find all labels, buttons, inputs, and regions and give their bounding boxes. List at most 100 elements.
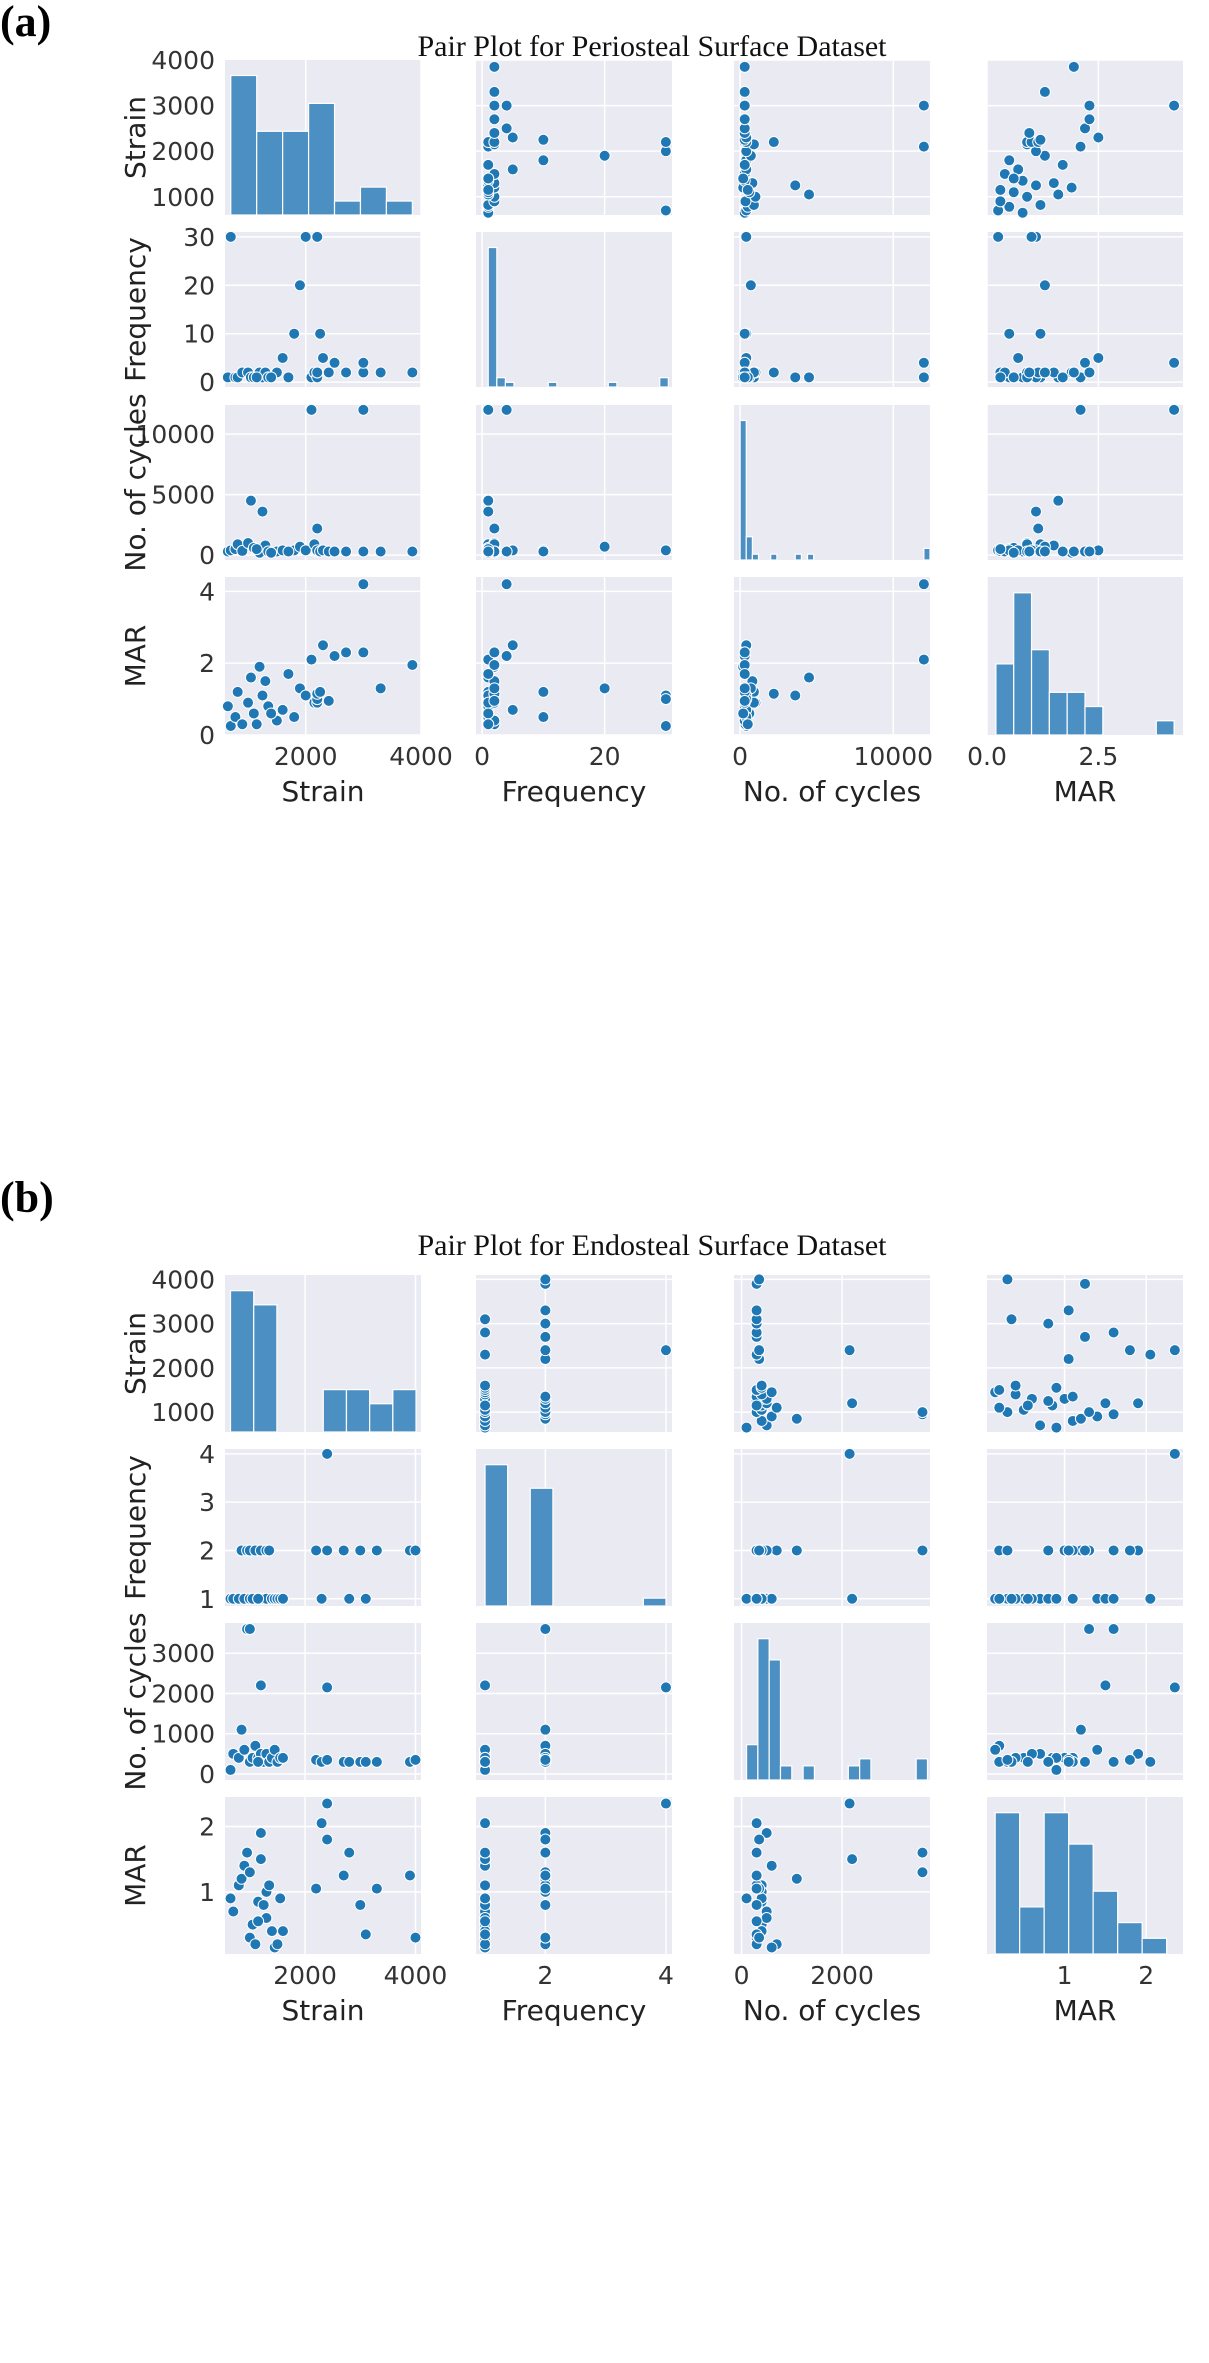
scatter-point xyxy=(488,658,501,671)
cell-mar-vs-frequency xyxy=(476,577,672,736)
cell-background xyxy=(225,405,421,560)
scatter-point xyxy=(271,1938,284,1951)
scatter-point xyxy=(321,1681,334,1694)
hist-bar-mar xyxy=(1141,1937,1168,1955)
scatter-point xyxy=(357,403,370,416)
cell-background xyxy=(476,232,672,387)
y-tick-label: 0 xyxy=(199,721,215,750)
scatter-point xyxy=(1050,1421,1063,1434)
hist-bar-no-of-cycles xyxy=(745,536,753,561)
cell-no-of-cycles-vs-no-of-cycles xyxy=(734,405,931,561)
scatter-point xyxy=(659,204,672,217)
scatter-point xyxy=(479,1892,492,1905)
cell-mar-vs-no-of-cycles xyxy=(734,577,930,736)
scatter-point xyxy=(409,1931,422,1944)
scatter-point xyxy=(500,650,513,662)
scatter-point xyxy=(340,646,353,659)
scatter-point xyxy=(916,1866,929,1879)
scatter-point xyxy=(299,230,312,243)
hist-bar-no-of-cycles xyxy=(768,1659,782,1781)
scatter-point xyxy=(989,1743,1002,1756)
scatter-point xyxy=(744,279,757,292)
scatter-point xyxy=(1074,1412,1087,1425)
scatter-point xyxy=(750,1846,763,1859)
scatter-point xyxy=(242,696,255,709)
scatter-point xyxy=(328,545,341,558)
scatter-point xyxy=(1038,545,1051,558)
scatter-point xyxy=(1007,371,1020,384)
scatter-point xyxy=(500,545,513,558)
scatter-point xyxy=(539,1317,552,1330)
scatter-point xyxy=(321,1797,334,1810)
y-tick-label: 1000 xyxy=(151,1720,215,1749)
scatter-point xyxy=(488,113,501,126)
scatter-point xyxy=(753,1833,766,1846)
scatter-point xyxy=(479,1846,492,1859)
scatter-point xyxy=(343,1592,356,1605)
scatter-point xyxy=(803,671,816,684)
scatter-point xyxy=(288,711,301,724)
hist-bar-no-of-cycles xyxy=(757,1638,770,1781)
scatter-point xyxy=(1083,1406,1096,1419)
scatter-point xyxy=(241,1846,254,1859)
scatter-point xyxy=(305,653,318,666)
cell-background xyxy=(734,232,930,387)
hist-bar-strain xyxy=(253,1304,278,1433)
cell-frequency-vs-mar xyxy=(986,230,1183,387)
hist-bar-no-of-cycles xyxy=(739,419,747,561)
scatter-point xyxy=(994,195,1007,208)
hist-bar-mar xyxy=(1155,720,1175,736)
scatter-point xyxy=(917,578,930,591)
scatter-point xyxy=(282,371,295,384)
scatter-point xyxy=(659,693,672,706)
scatter-point xyxy=(254,1853,267,1866)
y-tick-label: 0 xyxy=(199,1760,215,1789)
scatter-point xyxy=(750,1399,763,1412)
scatter-point xyxy=(282,545,295,558)
scatter-point xyxy=(340,366,353,379)
scatter-point xyxy=(359,1755,372,1768)
scatter-point xyxy=(1030,505,1042,518)
scatter-point xyxy=(317,639,329,652)
y-tick-label: 2000 xyxy=(151,137,215,166)
scatter-point xyxy=(276,1925,289,1938)
scatter-point xyxy=(482,707,495,720)
scatter-point xyxy=(539,1723,552,1736)
scatter-point xyxy=(250,371,263,384)
scatter-point xyxy=(1062,1544,1075,1557)
scatter-point xyxy=(539,1833,552,1846)
scatter-point xyxy=(276,351,289,364)
y-tick-label: 1000 xyxy=(151,183,215,212)
scatter-point xyxy=(370,1544,383,1557)
scatter-point xyxy=(738,99,751,112)
x-axis-label-frequency: Frequency xyxy=(502,1994,647,2027)
hist-bar-no-of-cycles xyxy=(915,1758,929,1781)
cell-no-of-cycles-vs-frequency xyxy=(476,403,672,560)
x-tick-label: 1 xyxy=(1057,1961,1073,1990)
hist-bar-strain xyxy=(230,74,258,216)
cell-background xyxy=(734,577,930,735)
hist-bar-mar xyxy=(1048,691,1068,736)
scatter-point xyxy=(765,1410,778,1423)
hist-bar-no-of-cycles xyxy=(859,1758,872,1781)
scatter-point xyxy=(770,1544,783,1557)
hist-bar-mar xyxy=(995,663,1015,736)
scatter-point xyxy=(765,1859,778,1872)
scatter-point xyxy=(1083,99,1096,112)
scatter-point xyxy=(760,1826,773,1839)
scatter-point xyxy=(1083,113,1096,126)
y-tick-label: 3000 xyxy=(151,1310,215,1339)
scatter-point xyxy=(738,371,751,384)
scatter-point xyxy=(598,149,611,162)
scatter-point xyxy=(1001,1753,1014,1766)
scatter-point xyxy=(1038,279,1051,292)
scatter-point xyxy=(537,685,550,698)
scatter-point xyxy=(1034,1419,1047,1432)
scatter-point xyxy=(370,1755,383,1768)
scatter-point xyxy=(1021,1755,1034,1768)
scatter-point xyxy=(750,1817,763,1830)
y-tick-label: 2 xyxy=(199,1812,215,1841)
scatter-point xyxy=(227,1905,240,1918)
x-tick-label: 2 xyxy=(537,1961,553,1990)
cell-frequency-vs-mar xyxy=(987,1447,1183,1606)
